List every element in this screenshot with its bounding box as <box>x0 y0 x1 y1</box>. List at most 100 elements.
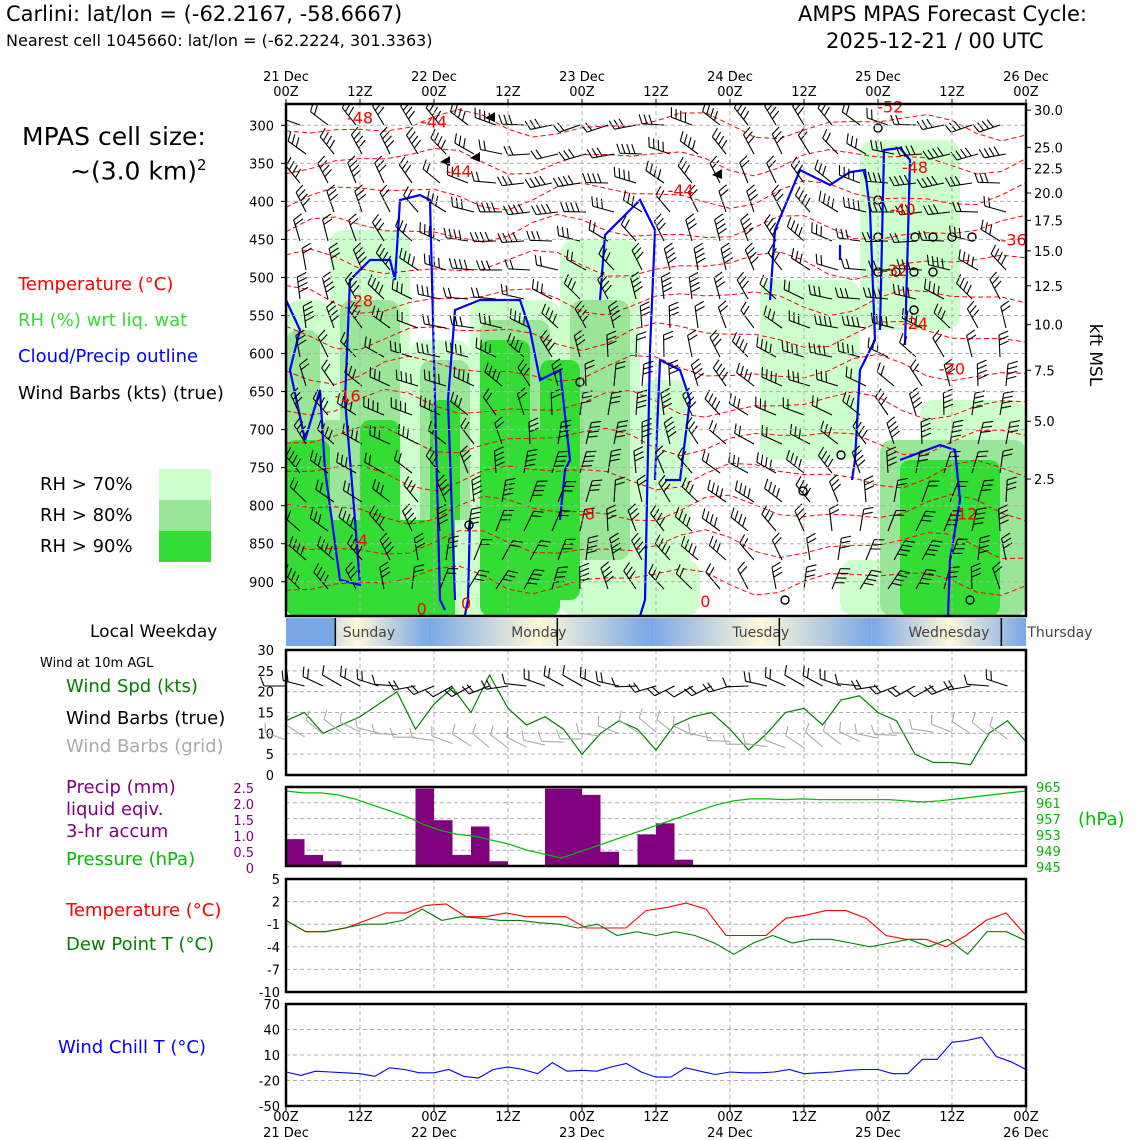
wind-barb <box>558 450 569 453</box>
wind10m-barb <box>411 684 419 693</box>
wind-barb <box>317 337 329 358</box>
wind-barb <box>586 450 597 453</box>
wind10m-barb <box>806 668 810 679</box>
wind10m-grid-barb <box>689 732 712 739</box>
wind-barb <box>660 387 670 394</box>
wind-barb <box>897 285 901 296</box>
wind-barb <box>328 429 333 440</box>
wind-barb <box>814 168 833 184</box>
wind-barb <box>921 519 932 522</box>
wind10m-barb <box>580 676 601 687</box>
wind-barb <box>842 391 847 402</box>
wind-barb <box>341 395 345 406</box>
wind-barb <box>679 140 699 155</box>
wind-barb <box>342 423 345 434</box>
wind-barb <box>404 508 413 516</box>
wind-barb <box>932 148 939 158</box>
wind10m-grid-barb <box>874 733 897 736</box>
wind-barb <box>756 461 777 474</box>
wind-barb <box>346 513 351 524</box>
wind-barb <box>841 111 861 126</box>
wind-barb <box>409 483 416 494</box>
temp-contour-label: -44 <box>668 181 694 200</box>
wind-barb <box>655 445 664 454</box>
wind-barb <box>624 219 630 229</box>
wind-barb <box>436 481 447 503</box>
wind-barb <box>590 425 601 429</box>
wind10m-barb <box>413 685 435 695</box>
wind-barb <box>668 301 679 307</box>
wind10m-barb <box>340 675 361 687</box>
wind10m-barb <box>929 684 937 693</box>
wind-barb <box>863 480 867 503</box>
wind-barb <box>702 111 721 126</box>
wind-barb <box>714 219 721 242</box>
wind-barb <box>550 392 553 416</box>
wind-barb <box>531 278 535 290</box>
wind-barb <box>966 329 976 337</box>
calm-circle <box>891 267 901 277</box>
calm-circle <box>909 267 919 277</box>
wind-barb <box>636 251 644 260</box>
wind-barb <box>828 316 832 327</box>
wind-barb <box>636 399 647 404</box>
wind-barb <box>1001 538 1007 561</box>
wind-barb <box>508 268 531 271</box>
wind-barb <box>531 515 542 518</box>
wind-barb <box>558 235 581 242</box>
wind-barb <box>616 143 621 154</box>
wind-barb <box>600 561 609 569</box>
wind-barb <box>912 363 920 373</box>
wind-barb <box>706 104 711 115</box>
wind-barb <box>375 243 382 254</box>
wind-barb <box>406 126 414 136</box>
cloud-outline <box>463 519 472 616</box>
wind-barb <box>301 248 307 271</box>
wind-barb <box>761 376 783 387</box>
wind-barb <box>936 257 939 268</box>
wind-barb <box>863 475 874 481</box>
wind-barb <box>607 340 617 346</box>
wind-barb <box>534 118 541 128</box>
wind-barb <box>668 364 679 370</box>
wind-barb <box>483 140 486 151</box>
wind-barb <box>475 117 497 126</box>
wind-barb <box>298 281 308 288</box>
wind-barb <box>517 359 525 368</box>
wind-barb <box>674 516 693 532</box>
wind-barb <box>406 134 419 155</box>
wind-barb <box>761 434 783 445</box>
wind-barb <box>787 369 790 380</box>
wind-barb <box>795 484 811 503</box>
wind10m-barb <box>914 685 934 698</box>
wind-barb <box>798 512 807 521</box>
wind-barb <box>897 553 908 556</box>
wind-barb <box>690 189 698 198</box>
wind-barb <box>1001 305 1011 312</box>
wind-barb <box>302 198 311 207</box>
wind10m-barb <box>322 674 342 687</box>
wind10m-grid-barb <box>305 719 324 735</box>
wind10m-grid-barb <box>971 721 990 737</box>
temp-contour-label: -48 <box>347 109 373 128</box>
wind-barb <box>574 329 583 337</box>
pressure-tick-label: 550 <box>249 309 274 324</box>
wind-barb <box>899 342 917 358</box>
wind-barb <box>870 139 873 150</box>
wind-barb <box>378 516 385 526</box>
wind-barb <box>374 104 382 111</box>
wind-barb <box>665 421 674 429</box>
wind-barb <box>312 398 329 416</box>
wind-barb <box>491 202 496 213</box>
wind10m-grid-barb <box>823 730 842 745</box>
wind-barb <box>772 566 782 573</box>
wind-barb <box>507 205 514 215</box>
wind-barb <box>648 146 671 155</box>
wind-barb <box>345 561 353 570</box>
wind-barb <box>374 155 383 164</box>
wind-barb <box>609 538 615 561</box>
wind10m-barb <box>931 685 953 695</box>
top-hour-label: 00Z <box>717 85 743 100</box>
wind-barb <box>759 283 777 300</box>
wind-pennant <box>712 169 722 179</box>
